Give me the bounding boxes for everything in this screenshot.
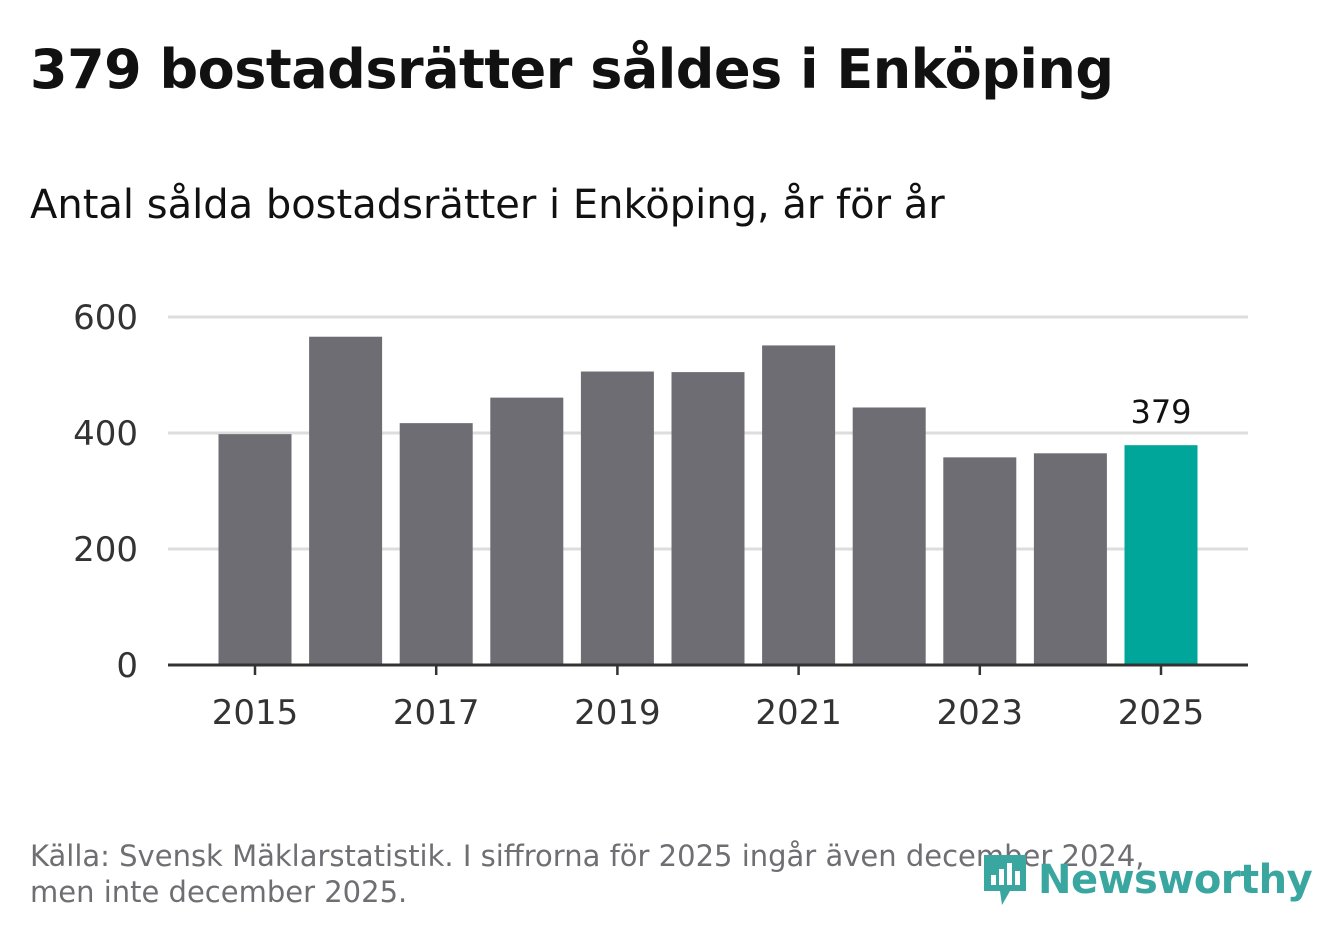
y-tick-label: 0 xyxy=(116,646,138,686)
chart-title: 379 bostadsrätter såldes i Enköping xyxy=(30,38,1114,101)
bar xyxy=(762,345,836,665)
chart-subtitle: Antal sålda bostadsrätter i Enköping, år… xyxy=(30,182,945,228)
source-line-2: men inte december 2025. xyxy=(30,875,408,909)
x-tick-label: 2021 xyxy=(755,693,842,733)
bar xyxy=(943,457,1017,665)
bar-chart: 0 200 400 600 379 2015 2017 2019 2021 2023 2025 xyxy=(73,298,1248,733)
bar xyxy=(852,407,926,665)
bar xyxy=(399,423,473,665)
source-note: Källa: Svensk Mäklarstatistik. I siffror… xyxy=(30,838,1210,910)
x-tick-label: 2015 xyxy=(212,693,299,733)
x-tick-label: 2023 xyxy=(937,693,1024,733)
bar xyxy=(490,397,564,665)
bar xyxy=(218,434,292,665)
bar xyxy=(309,336,383,665)
bar xyxy=(671,372,745,665)
bar xyxy=(580,371,654,665)
y-tick-label: 200 xyxy=(73,530,138,570)
newsworthy-logo-text: Newsworthy xyxy=(1038,857,1313,903)
bar-highlight xyxy=(1124,445,1198,665)
bar xyxy=(1033,453,1107,665)
x-tick-label: 2017 xyxy=(393,693,480,733)
y-tick-label: 400 xyxy=(73,414,138,454)
source-line-1: Källa: Svensk Mäklarstatistik. I siffror… xyxy=(30,839,1145,873)
x-tick-label: 2025 xyxy=(1118,693,1205,733)
data-label: 379 xyxy=(1130,393,1191,431)
newsworthy-logo: Newsworthy xyxy=(980,850,1313,910)
x-tick-label: 2019 xyxy=(574,693,661,733)
newsworthy-logo-icon xyxy=(984,855,1026,905)
y-tick-label: 600 xyxy=(73,298,138,338)
